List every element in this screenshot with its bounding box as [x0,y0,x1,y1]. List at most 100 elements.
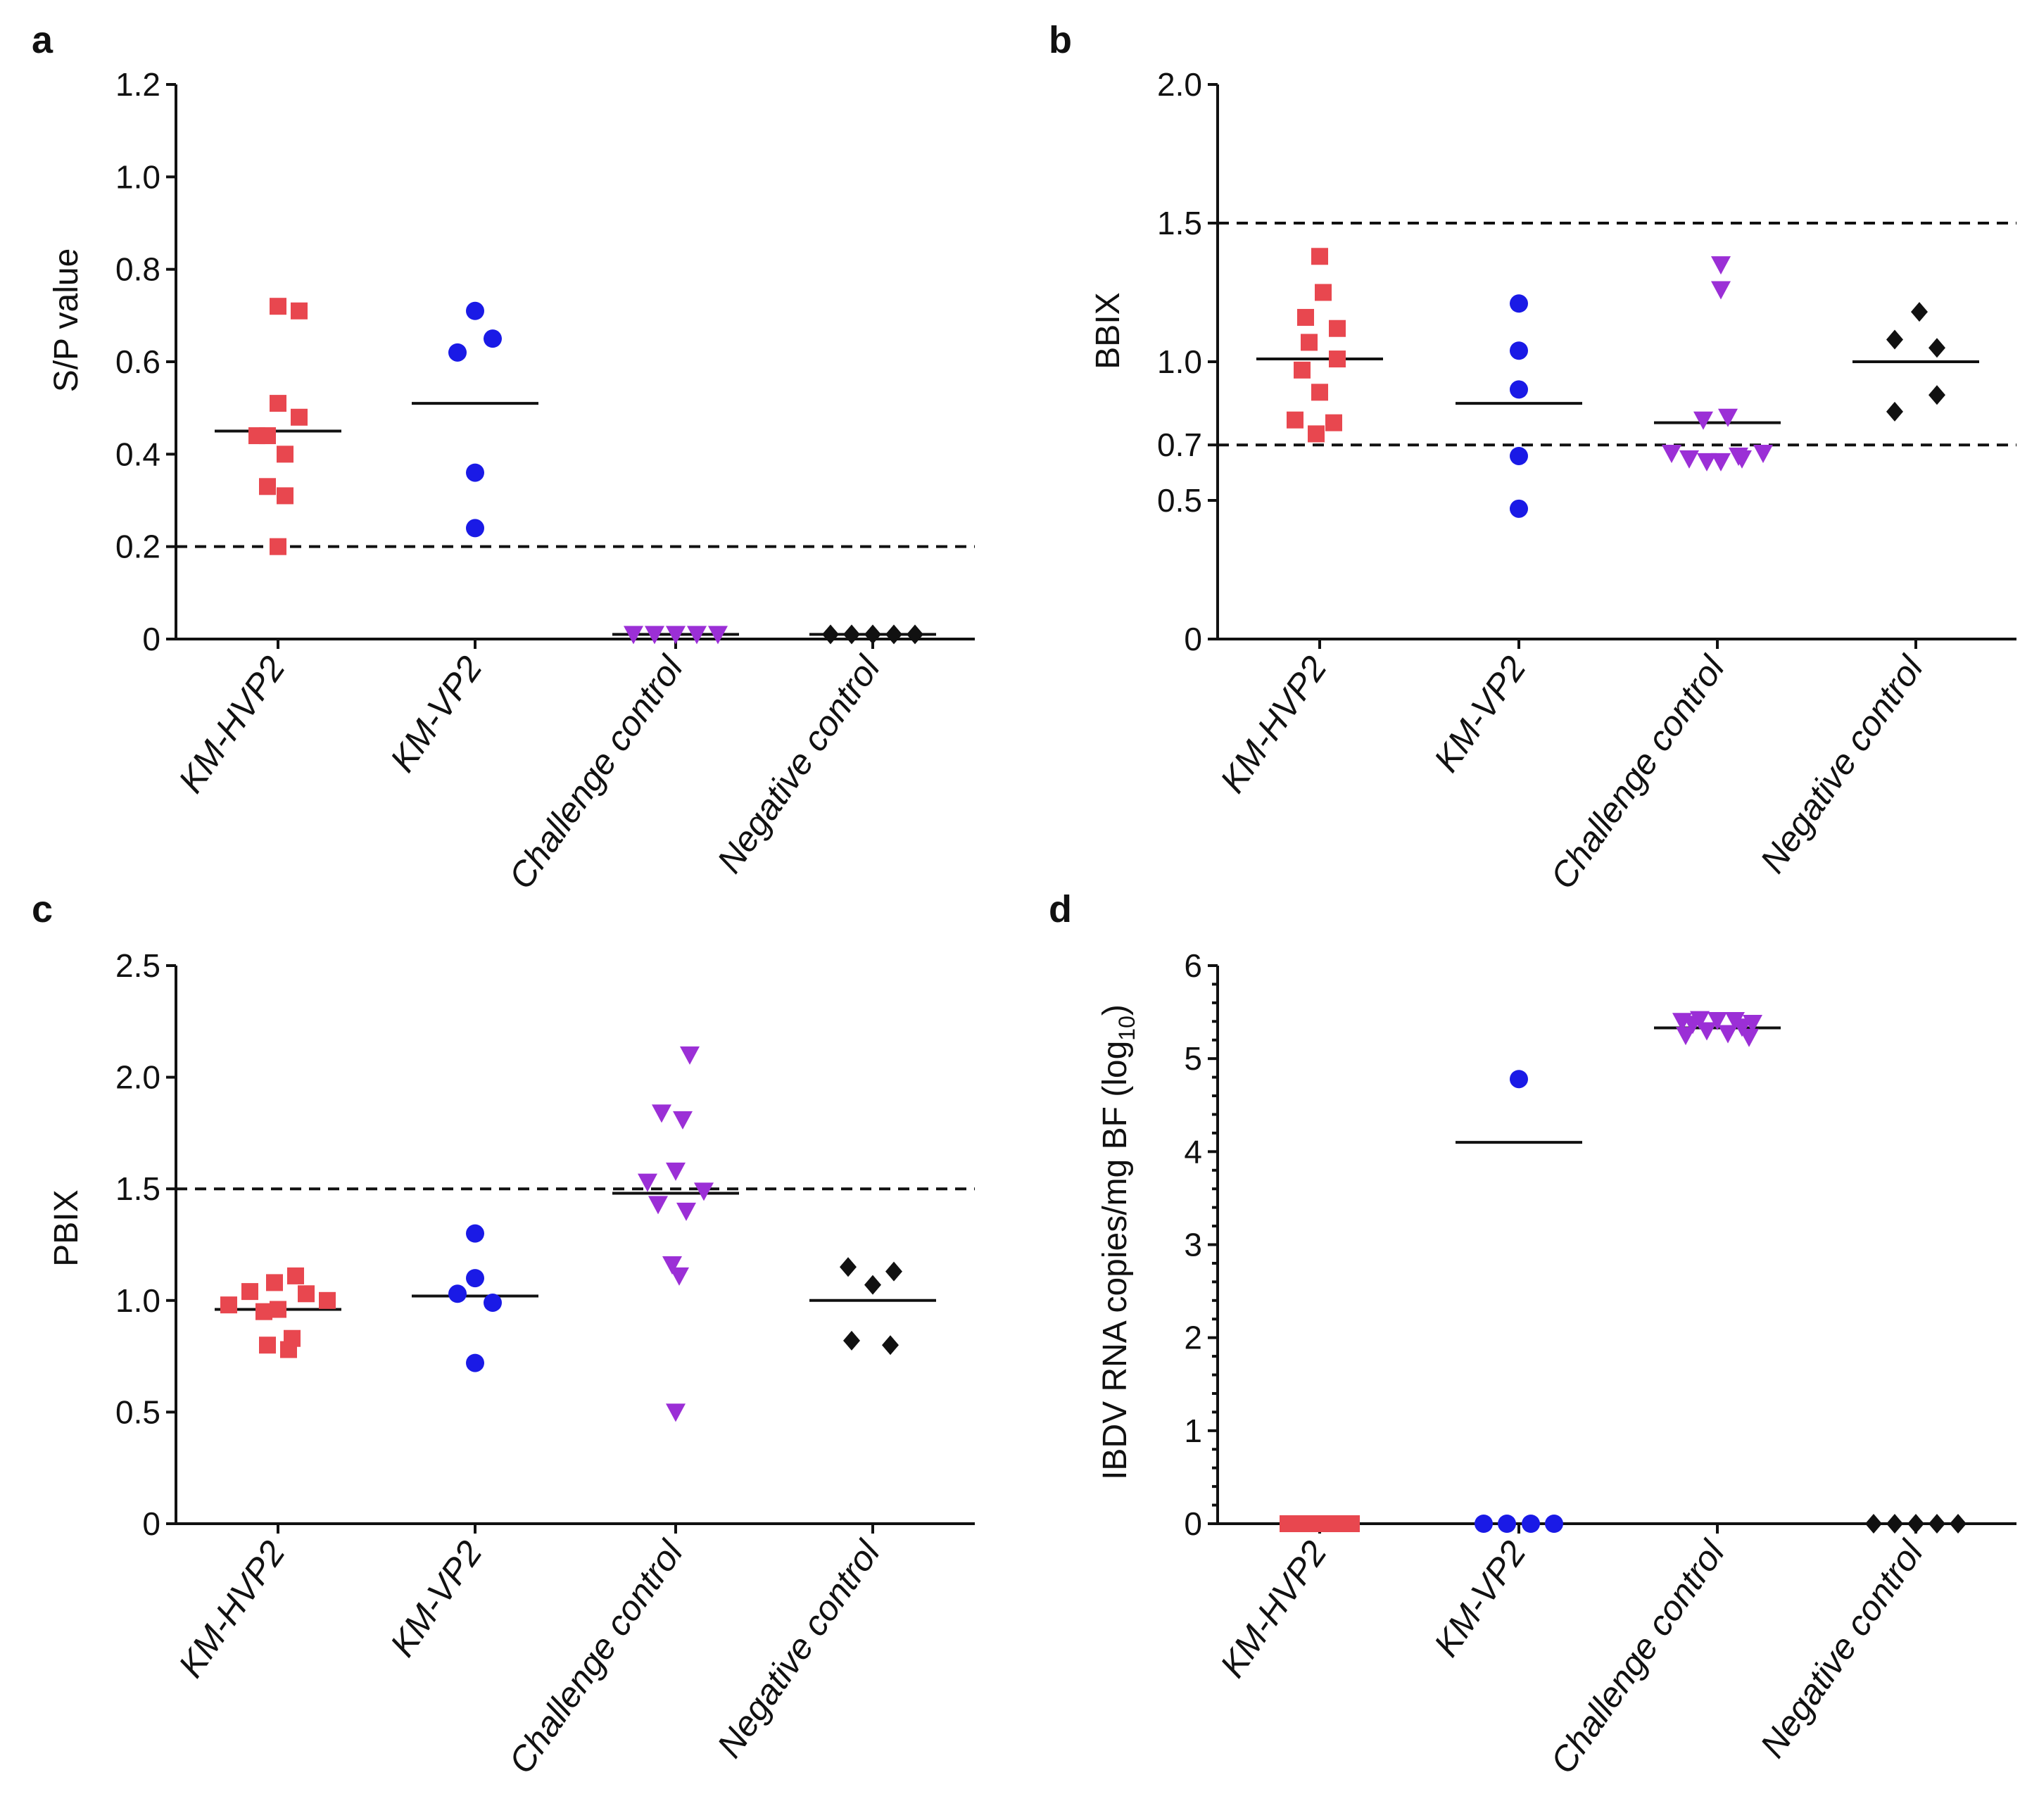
series-negative-control [1852,302,1979,422]
data-point [1928,1514,1945,1534]
y-axis-title: PBIX [48,1189,85,1266]
y-tick-label: 1.5 [115,1170,160,1207]
category-label: Negative control [709,1533,888,1765]
data-point [1510,446,1528,465]
data-point [1886,329,1903,350]
category-label: KM-VP2 [382,649,490,779]
data-point [843,624,860,645]
y-tick-label: 0.6 [115,343,160,380]
data-point [645,626,664,645]
y-tick-label: 1.5 [1157,205,1202,241]
data-point [1297,308,1314,326]
category-label: KM-HVP2 [1213,649,1334,800]
data-point [484,329,502,348]
y-tick-label: 0.8 [115,251,160,288]
data-point [448,1284,467,1303]
data-point [666,1403,686,1422]
data-point [266,1274,283,1291]
data-point [1711,256,1731,275]
y-tick-label: 0 [1184,1505,1202,1542]
data-point [1287,411,1303,429]
data-point [669,1267,689,1286]
y-tick-label: 1.2 [115,66,160,103]
data-point [1510,1070,1528,1089]
category-label: KM-HVP2 [171,1534,293,1684]
data-point [291,302,308,320]
category-label: KM-VP2 [382,1534,490,1664]
data-point [1498,1515,1516,1533]
y-axis-title: BBIX [1090,292,1127,369]
panel-c: c 0 0.5 1.0 1.5 2.0 2.5 PBIX KM-HVP2 KM-VP2 Chall… [32,888,975,1781]
data-point [466,463,484,482]
y-tick-label: 2.5 [115,947,160,984]
data-point [652,1104,671,1123]
data-point [666,626,686,645]
panel-b-letter: b [1049,19,1072,61]
data-point [1718,1025,1738,1044]
category-label: Challenge control [1543,1533,1733,1781]
data-point [1886,1514,1903,1534]
y-tick-label: 1.0 [1157,343,1202,380]
series-challenge-control [1654,256,1781,472]
y-tick-label: 0.7 [1157,426,1202,463]
data-point [448,343,467,362]
data-point [694,1182,714,1201]
data-point [1308,425,1325,443]
data-point [1911,302,1928,322]
data-point [907,624,923,645]
data-point [662,1256,682,1275]
category-label: KM-VP2 [1426,1534,1534,1664]
y-tick-label: 0.5 [1157,482,1202,519]
data-point [882,1335,899,1355]
data-point [648,1196,668,1215]
data-point [466,1224,484,1243]
panel-a-letter: a [32,19,53,61]
data-point [666,1162,686,1181]
data-point [1679,450,1699,469]
category-label: Negative control [1753,648,1931,880]
data-point [1683,1016,1703,1035]
data-point [708,626,728,645]
y-tick-label: 2 [1184,1320,1202,1356]
data-point [259,427,276,445]
y-axis-title: S/P value [48,248,85,393]
data-point [466,1269,484,1288]
series-challenge-control [1654,1011,1781,1047]
data-point [1325,414,1342,431]
y-tick-label: 6 [1184,947,1202,984]
data-point [277,487,293,505]
data-point [298,1285,315,1303]
data-point [680,1046,700,1065]
data-point [1475,1515,1493,1533]
category-label: KM-VP2 [1426,649,1534,779]
data-point [1950,1514,1967,1534]
data-point [1711,453,1731,472]
panel-a: a 0 0.2 0.4 0.6 0.8 1.0 1.2 S/P value KM-HVP2 KM-… [32,19,975,896]
data-point [241,1283,258,1301]
data-point [676,1202,696,1221]
series-km-hvp2 [215,1267,341,1358]
data-point [1865,1514,1882,1534]
data-point [319,1291,336,1309]
data-point [277,445,293,463]
data-point [1729,447,1748,466]
y-tick-label: 0.4 [115,436,160,472]
data-point [1697,1022,1717,1041]
data-point [1311,384,1328,401]
data-point [864,624,881,645]
data-point [255,1303,272,1320]
data-point [484,1293,502,1312]
series-km-vp2 [412,301,538,538]
y-tick-label: 3 [1184,1227,1202,1263]
y-tick-label: 2.0 [115,1059,160,1096]
series-km-vp2 [412,1224,538,1372]
data-point [259,1336,276,1354]
data-point [1510,499,1528,518]
data-point [1315,284,1332,301]
data-point [1697,453,1717,472]
y-tick-label: 0 [142,1505,160,1542]
data-point [220,1296,237,1314]
data-point [1693,411,1713,430]
series-negative-control [809,624,936,645]
